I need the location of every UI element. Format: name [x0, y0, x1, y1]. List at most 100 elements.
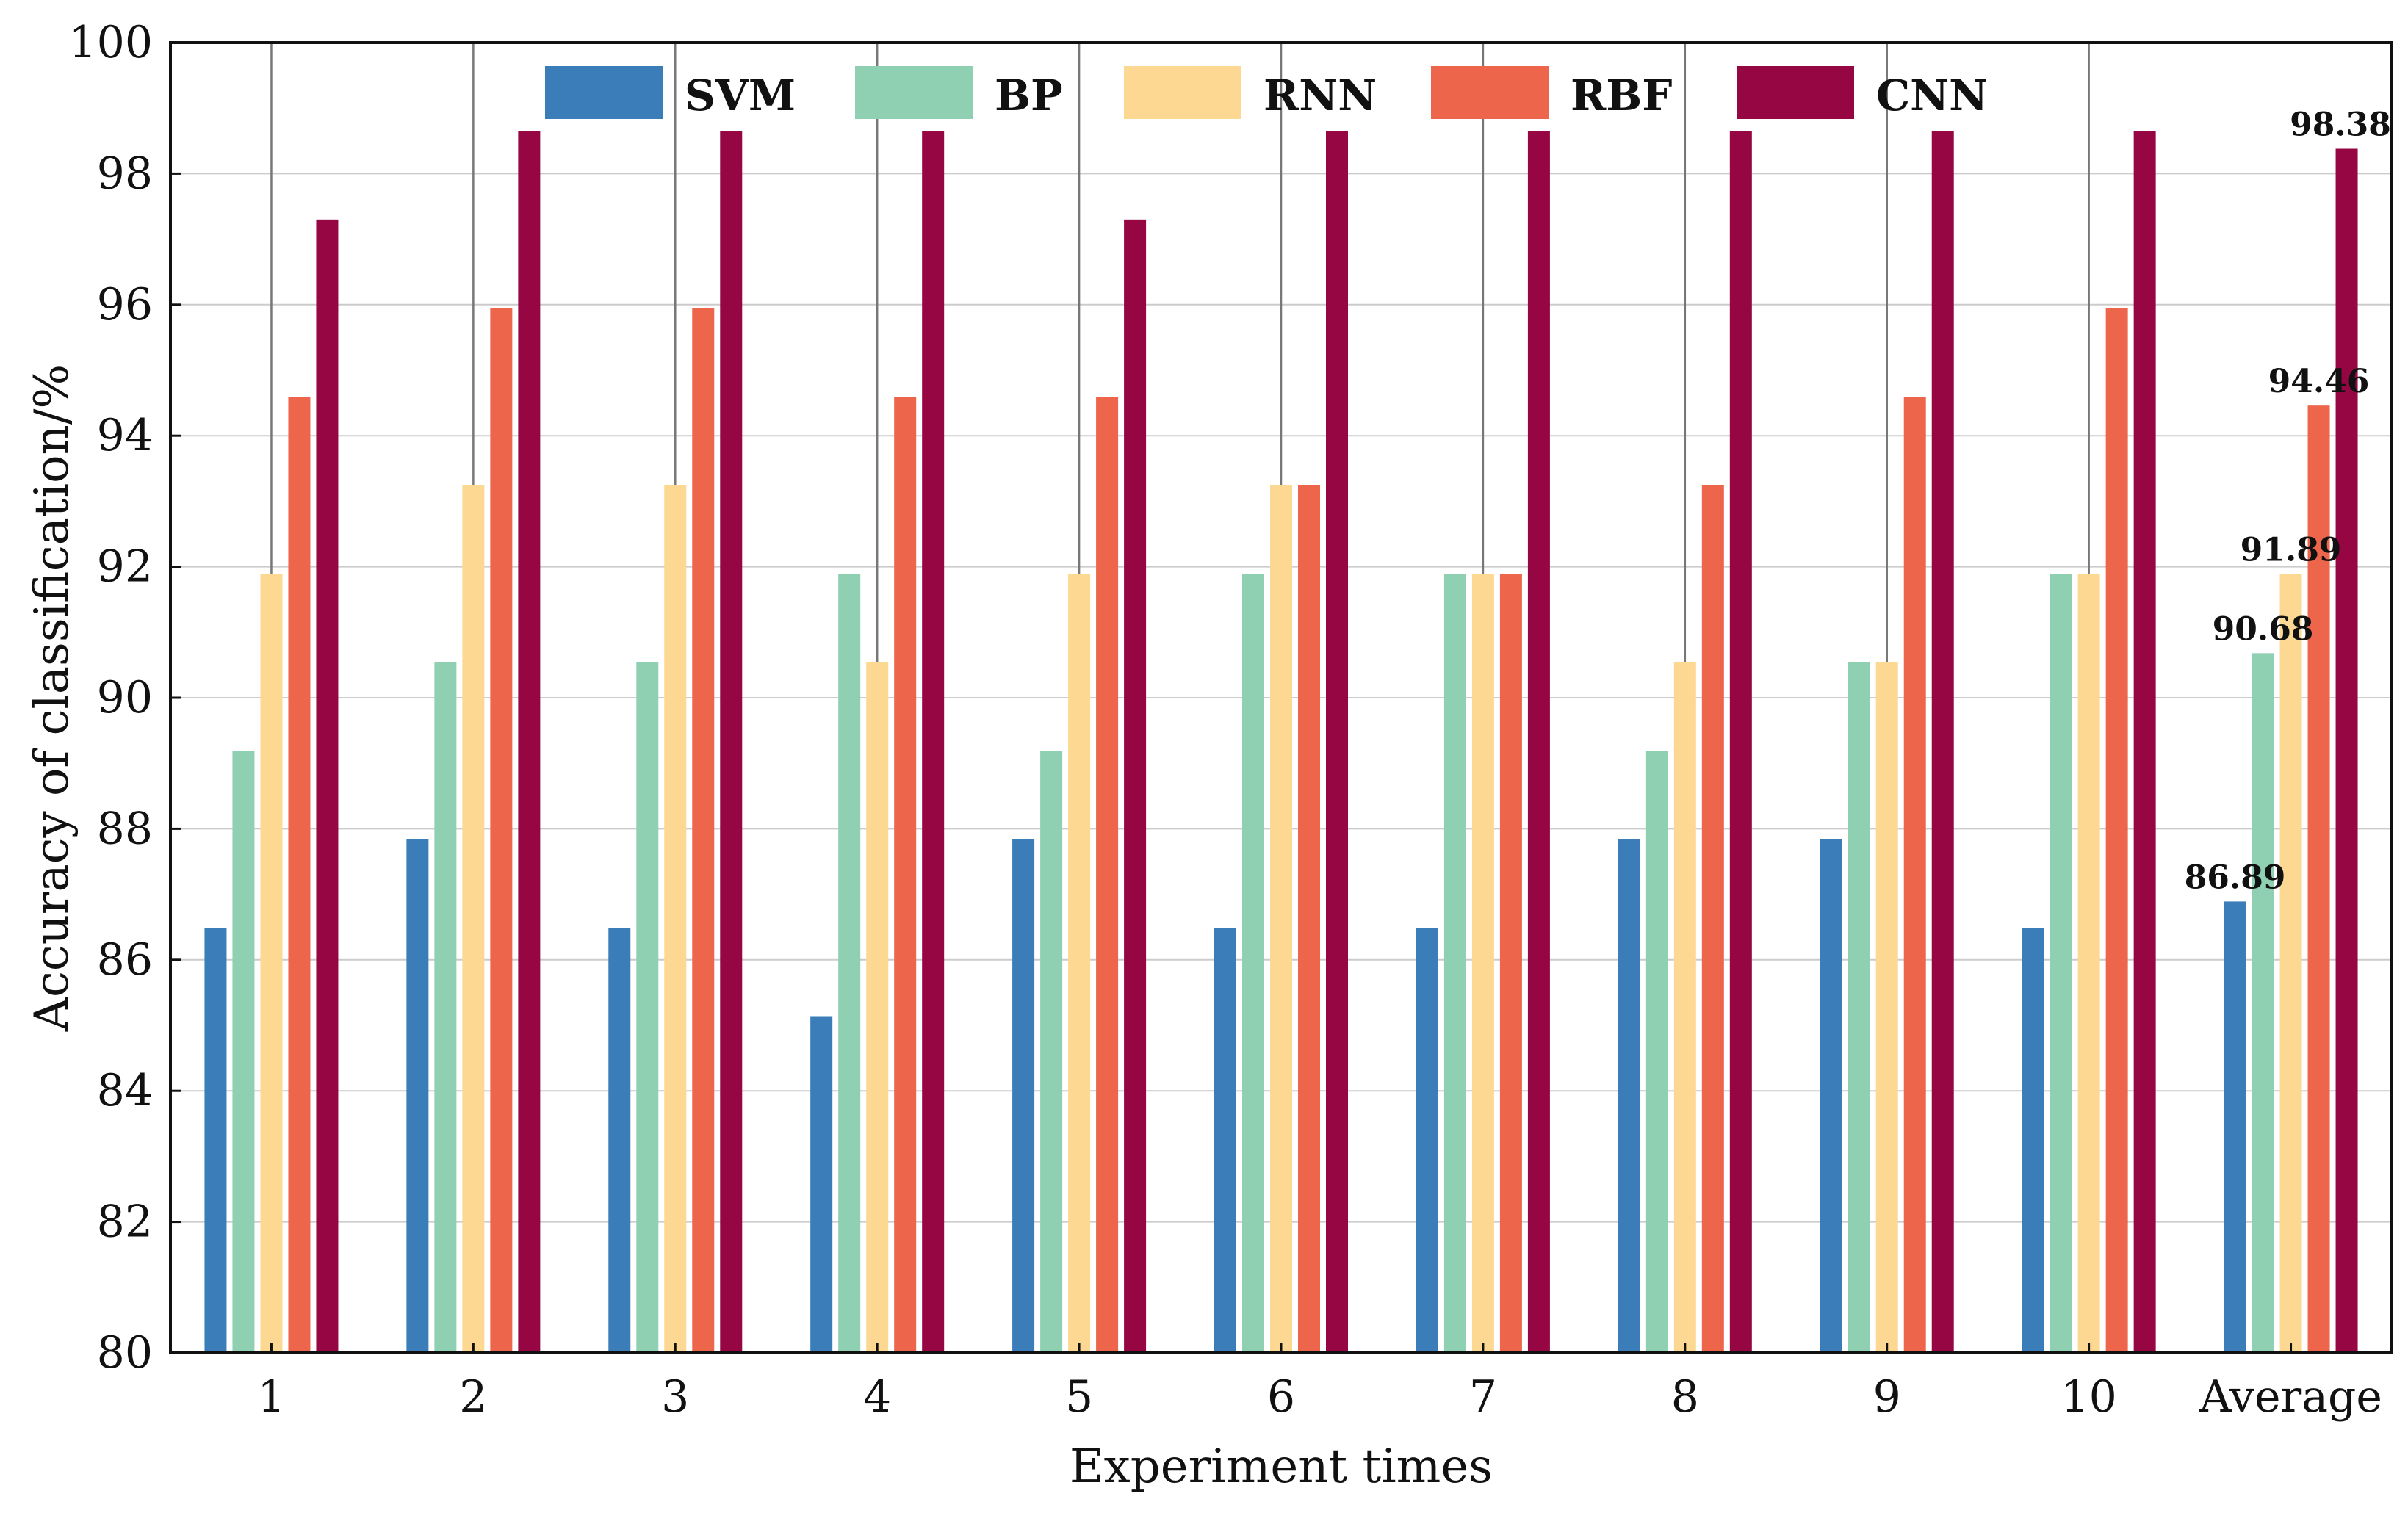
bar-rnn-9	[1875, 662, 1898, 1353]
bar-svm-6	[1214, 928, 1236, 1353]
bar-svm-10	[2022, 928, 2044, 1353]
y-tick-label: 96	[97, 279, 153, 331]
bar-svm-average	[2224, 901, 2246, 1353]
bar-bp-4	[838, 574, 861, 1353]
data-label-svm: 86.89	[2185, 859, 2286, 896]
legend: SVM BP RNN RBF CNN	[545, 66, 1988, 120]
y-tick-label: 86	[97, 934, 153, 986]
bar-rnn-average	[2279, 574, 2302, 1353]
bar-rnn-1	[260, 574, 283, 1353]
bar-cnn-1	[316, 219, 339, 1354]
bar-bp-8	[1645, 751, 1668, 1353]
legend-swatch-rnn	[1124, 66, 1241, 119]
y-tick-label: 90	[97, 672, 153, 723]
legend-swatch-cnn	[1737, 66, 1854, 119]
x-tick-label: 1	[257, 1371, 285, 1423]
bar-bp-2	[434, 662, 457, 1353]
bar-cnn-10	[2133, 131, 2156, 1353]
y-tick-label: 92	[97, 541, 153, 593]
y-tick-label: 94	[97, 410, 153, 461]
data-label-rnn: 91.89	[2241, 531, 2342, 568]
data-label-cnn: 98.38	[2290, 106, 2391, 144]
bar-rbf-2	[490, 308, 513, 1353]
legend-swatch-rbf	[1431, 66, 1549, 119]
bar-svm-9	[1820, 839, 1842, 1353]
bars	[204, 131, 2358, 1354]
bar-rbf-average	[2307, 405, 2330, 1354]
legend-label-cnn: CNN	[1876, 71, 1988, 120]
data-label-bp: 90.68	[2213, 610, 2314, 648]
x-tick-label: 5	[1065, 1371, 1093, 1423]
bar-cnn-9	[1931, 131, 1954, 1353]
x-axis-ticks: 1 2 3 4 5 6 7 8 9 10 Average	[257, 1343, 2382, 1423]
bar-rnn-3	[664, 485, 687, 1354]
y-tick-label: 88	[97, 803, 153, 854]
bar-rnn-8	[1673, 662, 1696, 1353]
legend-swatch-svm	[545, 66, 663, 119]
bar-cnn-average	[2335, 148, 2358, 1353]
bar-bp-10	[2050, 574, 2072, 1353]
x-tick-label: Average	[2199, 1371, 2382, 1423]
bar-rbf-8	[1701, 485, 1724, 1354]
bar-cnn-3	[720, 131, 743, 1353]
bar-bp-9	[1848, 662, 1870, 1353]
bar-svm-4	[810, 1016, 833, 1353]
x-tick-label: 6	[1267, 1371, 1295, 1423]
bar-svm-1	[204, 928, 227, 1353]
data-labels: 86.89 90.68 91.89 94.46 98.38	[2185, 106, 2391, 897]
y-tick-label: 98	[97, 148, 153, 199]
legend-label-bp: BP	[995, 71, 1063, 120]
bar-svm-5	[1012, 839, 1035, 1353]
y-tick-label: 84	[97, 1065, 153, 1116]
bar-svm-7	[1416, 928, 1438, 1353]
leader-lines	[270, 43, 2090, 662]
bar-rbf-7	[1499, 574, 1522, 1353]
x-tick-label: 3	[661, 1371, 689, 1423]
data-label-rbf: 94.46	[2268, 363, 2370, 400]
y-tick-label: 80	[97, 1327, 153, 1379]
bar-cnn-2	[518, 131, 541, 1353]
y-axis-title: Accuracy of classification/%	[25, 364, 79, 1032]
bar-cnn-6	[1326, 131, 1348, 1353]
bar-bp-7	[1443, 574, 1466, 1353]
bar-rbf-10	[2105, 308, 2128, 1353]
y-tick-label: 82	[97, 1196, 153, 1248]
bar-bp-1	[232, 751, 255, 1353]
x-tick-label: 4	[863, 1371, 891, 1423]
bar-cnn-4	[922, 131, 945, 1353]
bar-bp-average	[2252, 653, 2274, 1353]
bar-rbf-3	[692, 308, 715, 1353]
x-tick-label: 9	[1873, 1371, 1901, 1423]
x-tick-label: 2	[459, 1371, 487, 1423]
legend-label-rbf: RBF	[1571, 71, 1672, 120]
bar-cnn-7	[1527, 131, 1550, 1353]
bar-bp-5	[1040, 751, 1063, 1353]
bar-cnn-5	[1124, 219, 1147, 1354]
bar-bp-3	[636, 662, 659, 1353]
bar-bp-6	[1242, 574, 1264, 1353]
bar-rbf-6	[1298, 485, 1320, 1354]
bar-rnn-6	[1270, 485, 1292, 1354]
bar-rbf-5	[1096, 397, 1119, 1353]
bar-rnn-4	[866, 662, 889, 1353]
legend-label-svm: SVM	[685, 71, 796, 120]
legend-label-rnn: RNN	[1264, 71, 1377, 120]
y-tick-label: 100	[68, 17, 153, 68]
bar-rbf-4	[894, 397, 917, 1353]
bar-svm-3	[608, 928, 631, 1353]
bar-svm-2	[406, 839, 429, 1353]
bar-rnn-2	[462, 485, 485, 1354]
bar-cnn-8	[1729, 131, 1752, 1353]
x-tick-label: 8	[1671, 1371, 1699, 1423]
bar-rnn-5	[1068, 574, 1091, 1353]
x-tick-label: 7	[1469, 1371, 1497, 1423]
legend-swatch-bp	[855, 66, 973, 119]
bar-svm-8	[1618, 839, 1640, 1353]
bar-rnn-7	[1471, 574, 1494, 1353]
x-tick-label: 10	[2061, 1371, 2116, 1423]
bar-rbf-9	[1903, 397, 1926, 1353]
y-axis-ticks: 80 82 84 86 88 90 92 94 96 98 100	[68, 17, 181, 1379]
x-axis-title: Experiment times	[1070, 1440, 1493, 1494]
bar-rbf-1	[288, 397, 311, 1353]
